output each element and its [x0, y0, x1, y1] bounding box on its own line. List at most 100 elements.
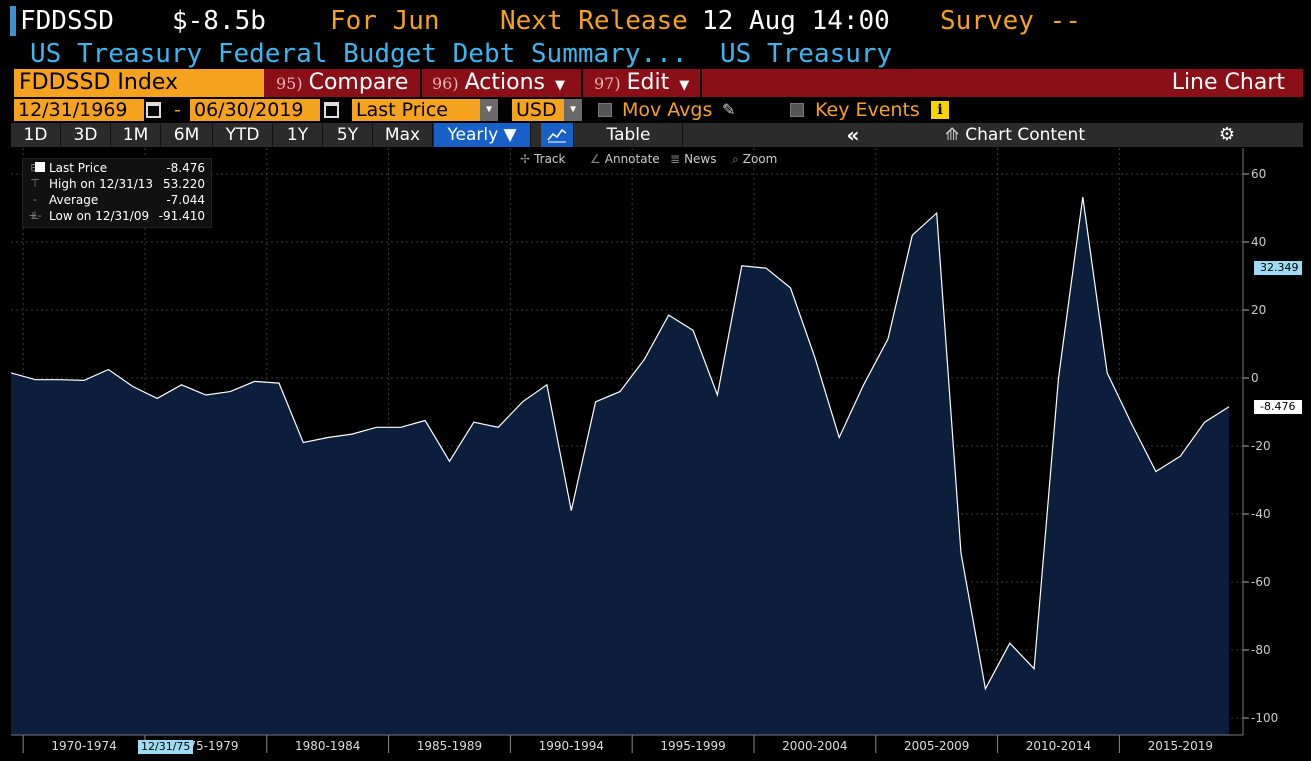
data-point-1990 — [522, 401, 524, 403]
survey-label: Survey -- — [940, 6, 1081, 36]
currency-select[interactable]: USD — [512, 99, 564, 121]
zoom-label: Zoom — [742, 152, 778, 166]
data-point-2017 — [1179, 455, 1181, 457]
track-tool[interactable]: ✢ Track — [520, 150, 565, 168]
data-point-1987 — [449, 460, 451, 462]
tab-ytd[interactable]: YTD — [213, 123, 273, 147]
source-link[interactable]: US Treasury — [720, 39, 893, 69]
edit-menu[interactable]: 97) Edit ▼ — [594, 69, 689, 97]
legend-average-value: -7.044 — [166, 193, 205, 207]
y-tick-label: 40 — [1251, 235, 1266, 249]
key-events-checkbox[interactable] — [790, 103, 804, 117]
data-point-1975 — [156, 397, 158, 399]
data-point-2003 — [838, 437, 840, 439]
frequency-dropdown[interactable]: Yearly ▼ — [434, 123, 531, 147]
x-tick-label: 1995-1999 — [660, 739, 725, 753]
data-point-1998 — [716, 394, 718, 396]
gear-icon[interactable]: ⚙ — [1218, 124, 1236, 145]
end-date-field[interactable]: 06/30/2019 — [190, 99, 320, 121]
tab-1y[interactable]: 1Y — [273, 123, 323, 147]
legend-last-label: Last Price — [49, 161, 108, 175]
data-point-1986 — [424, 420, 426, 422]
current-value: $-8.5b — [172, 6, 266, 36]
data-point-2013 — [1082, 196, 1084, 198]
next-release-label: Next Release — [500, 6, 688, 36]
x-tick-label: 1970-1974 — [51, 739, 116, 753]
table-button[interactable]: Table — [575, 123, 683, 147]
y-tick-label: -100 — [1251, 711, 1278, 725]
data-point-2009 — [984, 688, 986, 690]
calendar-icon[interactable] — [146, 102, 161, 118]
data-point-2019 — [1228, 406, 1230, 408]
data-point-2001 — [790, 287, 792, 289]
tab-max[interactable]: Max — [373, 123, 433, 147]
data-point-1999 — [741, 265, 743, 267]
data-point-2018 — [1204, 421, 1206, 423]
x-axis-band — [11, 735, 1311, 761]
tab-1m[interactable]: 1M — [111, 123, 161, 147]
average-marker-icon: -+- — [28, 193, 42, 222]
news-label: News — [684, 152, 717, 166]
y-tick-label: -20 — [1251, 439, 1271, 453]
area-fill — [11, 197, 1229, 736]
x-tick-label: 2015-2019 — [1148, 739, 1213, 753]
chevron-down-icon[interactable]: ▼ — [564, 99, 582, 121]
security-description[interactable]: US Treasury Federal Budget Debt Summary.… — [30, 39, 688, 69]
zoom-tool[interactable]: ⌕ Zoom — [732, 150, 777, 168]
legend-average-label: Average — [49, 193, 99, 207]
cursor-date-label: 12/31/75 — [138, 740, 194, 754]
y-tick-label: -80 — [1251, 643, 1271, 657]
start-date-field[interactable]: 12/31/1969 — [14, 99, 144, 121]
compare-number: 95) — [276, 74, 303, 93]
price-field-select[interactable]: Last Price — [352, 99, 480, 121]
news-tool[interactable]: ≣ News — [670, 150, 717, 168]
low-marker-icon: ⊥ — [30, 209, 40, 222]
data-point-1978 — [229, 391, 231, 393]
data-point-1984 — [375, 426, 377, 428]
data-point-1976 — [181, 384, 183, 386]
data-point-1971 — [59, 379, 61, 381]
data-point-1997 — [692, 329, 694, 331]
tab-3d[interactable]: 3D — [61, 123, 111, 147]
line-chart-icon[interactable] — [541, 123, 574, 147]
release-time: 12 Aug 14:00 — [702, 6, 890, 36]
data-point-2002 — [814, 357, 816, 359]
x-tick-label: 1990-1994 — [539, 739, 604, 753]
mov-avgs-label[interactable]: Mov Avgs — [622, 99, 713, 121]
data-point-1972 — [83, 379, 85, 381]
data-point-1989 — [497, 426, 499, 428]
key-events-label[interactable]: Key Events — [815, 99, 920, 121]
data-point-1973 — [107, 369, 109, 371]
data-point-2006 — [911, 234, 913, 236]
edit-label: Edit — [626, 70, 670, 95]
chevron-down-icon[interactable]: ▼ — [480, 99, 498, 121]
data-point-1974 — [132, 386, 134, 388]
compare-button[interactable]: 95) Compare — [276, 69, 408, 97]
data-point-1980 — [278, 382, 280, 384]
edit-number: 97) — [594, 74, 621, 93]
actions-number: 96) — [432, 74, 459, 93]
chart-type-label[interactable]: Line Chart — [1171, 70, 1285, 95]
compare-label: Compare — [308, 70, 409, 95]
actions-menu[interactable]: 96) Actions ▼ — [432, 69, 565, 97]
data-point-1981 — [302, 442, 304, 444]
divider — [581, 69, 583, 97]
tab-6m[interactable]: 6M — [161, 123, 213, 147]
mov-avgs-checkbox[interactable] — [598, 103, 612, 117]
data-point-1988 — [473, 421, 475, 423]
pencil-icon[interactable]: ✎ — [722, 100, 736, 119]
divider — [700, 69, 702, 97]
data-point-2014 — [1106, 372, 1108, 374]
y-axis: 60 40 20 0 -20 -40 -60 -80 -100 — [1242, 148, 1278, 735]
legend-low-label: Low on 12/31/09 — [49, 209, 150, 223]
tab-5y[interactable]: 5Y — [323, 123, 373, 147]
collapse-icon[interactable]: « — [846, 123, 860, 147]
calendar-icon[interactable] — [324, 102, 339, 118]
data-point-1979 — [254, 380, 256, 382]
info-icon[interactable]: i — [931, 101, 949, 119]
security-field[interactable]: FDDSSD Index — [14, 69, 264, 97]
y-tick-label: -60 — [1251, 575, 1271, 589]
tab-1d[interactable]: 1D — [11, 123, 61, 147]
chart-content-button[interactable]: ⟰ Chart Content — [935, 123, 1095, 147]
